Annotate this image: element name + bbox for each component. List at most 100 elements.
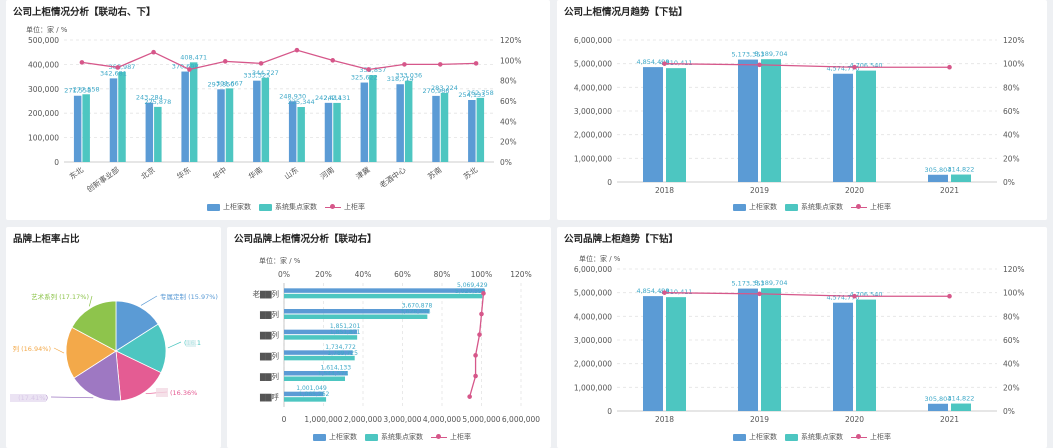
bar-创新事业部-s2 [118,71,126,162]
x-tick-label: 河南 [318,164,336,181]
rate-line [664,63,950,68]
legend-item-bar1[interactable]: 上柜家数 [207,202,251,212]
y-tick-label: 6,000,000 [574,36,612,45]
y-tick-label: 1,000,000 [574,383,612,392]
data-label: 242,131 [324,94,351,102]
data-label: 1,001,049 [296,385,327,392]
chart-legend: 上柜家数 系统集点家数 上柜率 [203,202,369,212]
y2-tick-label: 120% [1003,36,1024,45]
data-label: 1,789,725 [327,350,358,357]
legend-item-bar2[interactable]: 系统集点家数 [785,202,843,212]
x-tick-label: 华南 [246,164,264,181]
legend-item-bar2[interactable]: 系统集点家数 [259,202,317,212]
bar-2020-s2 [856,299,876,411]
legend-label: 系统集点家数 [381,433,423,441]
y2-tick-label: 120% [1003,265,1024,274]
legend-item-bar2[interactable]: 系统集点家数 [365,432,423,442]
monthly-trend-panel: 公司上柜情况月趋势【下钻】 0 1,000,000 2,000,000 3,000,0… [557,0,1047,220]
x-tick-label: 2018 [655,415,674,424]
x2-tick-label: 120% [510,270,531,279]
bar-4-s1 [284,371,348,376]
bar-3-s1 [284,350,353,355]
legend-item-line[interactable]: 上柜率 [431,432,471,442]
bar-2021-s1 [928,174,948,182]
y-tick-label: 6,000,000 [574,265,612,274]
bar-苏北-s1 [468,99,476,162]
y2-tick-label: 20% [1003,154,1020,163]
chart-legend: 上柜家数 系统集点家数 上柜率 [729,202,895,212]
data-label: 370,698 [172,63,199,71]
data-label: 242,414 [315,94,342,102]
bar-5-s2 [284,397,327,402]
y2-tick-label: 0% [500,158,512,167]
legend-item-bar1[interactable]: 上柜家数 [313,432,357,442]
bar-3-s2 [284,355,355,361]
x2-tick-label: 40% [355,270,372,279]
legend-item-bar2[interactable]: 系统集点家数 [785,432,843,442]
bar-2018-s1 [643,296,663,411]
data-label: 3,628,898 [400,309,431,316]
data-label: 4,810,411 [659,288,692,296]
data-label: 1,734,772 [325,344,356,351]
x-tick-label: 山东 [282,164,300,181]
x-tick-label: 1,000,000 [304,415,342,424]
data-label: 4,574,770 [826,294,859,302]
data-label: 4,854,428 [636,287,669,295]
x2-tick-label: 0% [278,270,290,279]
y2-tick-label: 0% [1003,407,1015,416]
bar-老酒中心-s2 [404,80,413,162]
legend-item-line[interactable]: 上柜率 [851,432,891,442]
legend-item-line[interactable]: 上柜率 [851,202,891,212]
pie-slice [65,326,117,379]
rate-point [473,353,478,358]
data-label: 318,714 [387,75,414,83]
bar-华中-s2 [225,88,234,162]
x-tick-label: 2019 [750,415,769,424]
rate-point [481,291,486,296]
y-tick-label: 100,000 [28,134,59,143]
data-label: 1,614,133 [320,365,351,372]
rate-point [294,47,300,53]
x-tick-label: 2021 [940,415,959,424]
y-tick-label: 老▇▇列 [252,288,279,298]
legend-item-bar1[interactable]: 上柜家数 [733,432,777,442]
x-tick-label: 苏北 [461,164,479,181]
data-label: 3,670,878 [402,303,433,310]
data-label: 408,471 [180,53,207,61]
data-label: 4,574,770 [826,65,859,73]
chart-legend: 上柜家数 系统集点家数 上柜率 [729,432,895,442]
pie-leader-line [53,347,65,354]
pie-slice [115,300,159,352]
rate-point [479,311,484,317]
y2-tick-label: 120% [500,36,521,45]
bar-河南-s2 [333,102,341,162]
bar-5-s1 [284,391,324,397]
rate-point [222,59,228,64]
data-label: 1,544,574 [318,371,349,378]
y2-tick-label: 100% [500,56,521,65]
data-label: 277,558 [73,85,100,93]
y2-tick-label: 100% [1003,60,1024,69]
pie-label: (16.36% [170,389,197,397]
x2-tick-label: 80% [434,270,451,279]
rate-point [467,394,472,399]
x-tick-label: 华中 [210,164,228,181]
x-tick-label: 东北 [67,164,85,181]
legend-item-bar1[interactable]: 上柜家数 [733,202,777,212]
y2-tick-label: 60% [1003,336,1020,345]
rate-point [852,64,857,70]
rate-point [757,291,762,297]
y2-tick-label: 100% [1003,289,1024,298]
legend-label: 上柜率 [450,433,471,441]
redacted-text [186,340,196,347]
legend-label: 上柜家数 [749,433,777,441]
y-tick-label: 2,000,000 [574,360,612,369]
pie-leader-line [167,341,182,349]
bar-华南-s1 [253,80,261,162]
legend-item-line[interactable]: 上柜率 [325,202,365,212]
bar-创新事业部-s1 [109,78,118,162]
y-tick-label: 400,000 [28,60,59,69]
data-label: 271,558 [64,87,91,95]
brand-trend-chart: 单位：家 / % 0 1,000,000 2,000,000 3,000,000 4,00… [574,254,1025,424]
x-tick-label: 苏南 [425,164,443,181]
